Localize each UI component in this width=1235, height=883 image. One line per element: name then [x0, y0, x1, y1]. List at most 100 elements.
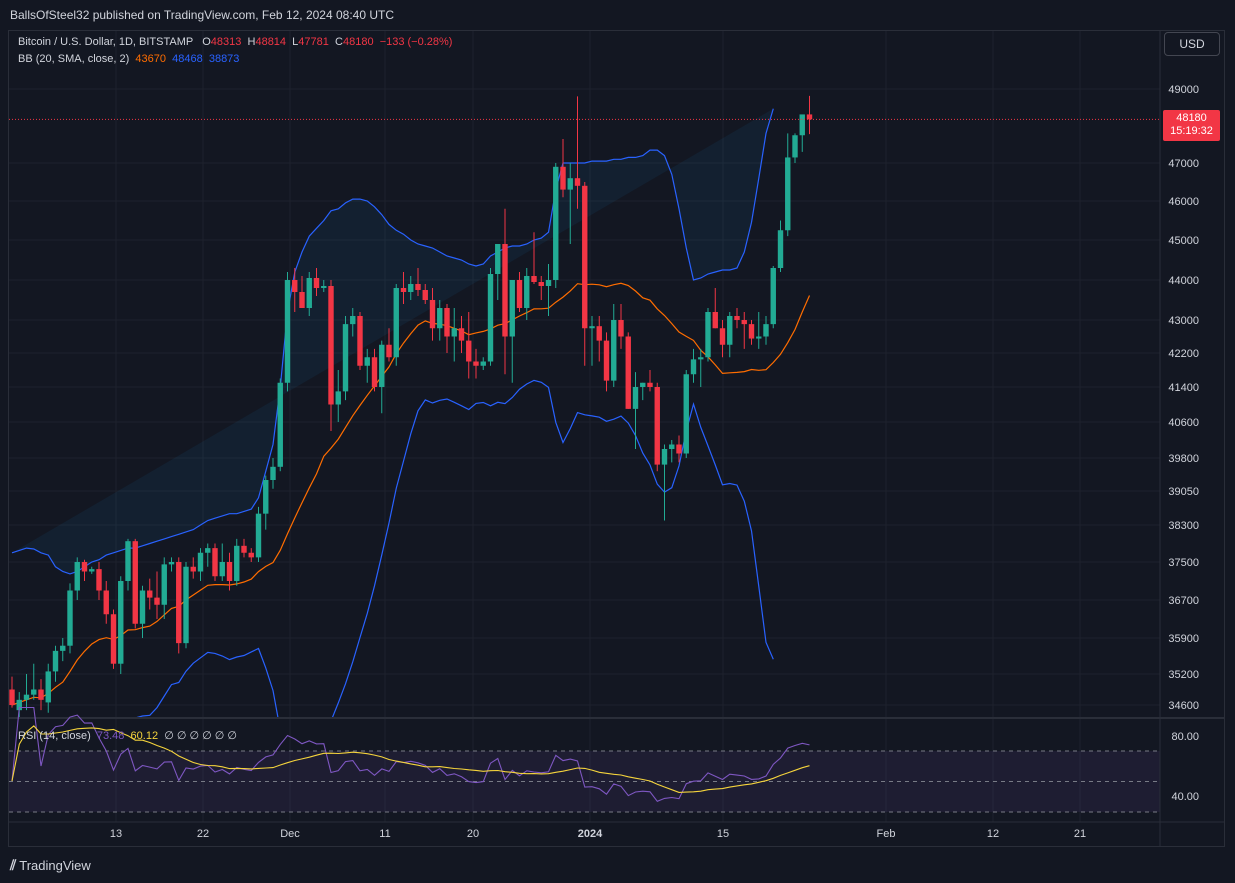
candle-body [777, 230, 784, 268]
rsi-ma-line [11, 725, 810, 793]
close-value: 48180 [342, 36, 374, 48]
candle-body [567, 178, 573, 190]
change-value: −133 (−0.28%) [379, 36, 453, 48]
rsi-band-fill [9, 751, 1160, 812]
open-value: 48313 [210, 36, 242, 48]
candle-body [756, 336, 762, 339]
candle-body [444, 308, 450, 337]
candle-body [473, 361, 479, 366]
bb-label: BB (20, SMA, close, 2) [18, 53, 130, 65]
candle-body [618, 320, 624, 337]
low-value: 47781 [298, 36, 329, 48]
candle-body [321, 286, 327, 288]
bb-basis-line [11, 282, 811, 706]
candle-body [516, 280, 523, 308]
candle-body [197, 552, 204, 572]
time-axis-label: 15 [717, 828, 729, 840]
candle-body [379, 344, 385, 387]
candle-body [45, 671, 51, 703]
price-axis-label: 43000 [1168, 315, 1199, 327]
price-axis-label: 46000 [1168, 196, 1199, 208]
rsi-axis-label: 40.00 [1171, 791, 1199, 803]
candle-body [154, 597, 160, 605]
price-axis-label: 44000 [1168, 275, 1199, 287]
candle-body [451, 328, 457, 337]
candle-body [364, 357, 370, 366]
price-axis-label: 35200 [1168, 669, 1199, 681]
last-price-tag: 48180 15:19:32 [1163, 110, 1220, 141]
candle-body [299, 292, 305, 308]
candle-body [748, 324, 755, 339]
price-axis-label: 39800 [1168, 453, 1199, 465]
candle-body [292, 280, 298, 292]
candle-body [705, 312, 711, 358]
bb-band-fill [12, 108, 774, 574]
publish-info: BallsOfSteel32 published on TradingView.… [10, 8, 395, 22]
time-axis-label: Dec [280, 828, 300, 840]
candle-body [328, 286, 334, 405]
candle-body [785, 157, 791, 231]
candle-body [335, 391, 341, 405]
candle-body [52, 650, 59, 672]
candle-body [669, 444, 675, 449]
time-axis-label: 11 [379, 828, 390, 840]
bb-upper-value: 48468 [172, 53, 203, 65]
candle-body [400, 288, 407, 292]
candle-body [422, 290, 428, 300]
candle-body [611, 320, 617, 381]
candle-body [306, 278, 312, 308]
rsi-ma-value: 60.12 [130, 730, 159, 742]
candle-body [357, 316, 363, 366]
candle-body [582, 185, 588, 329]
price-axis-label: 37500 [1168, 557, 1199, 569]
footer[interactable]: ⫽ TradingView [10, 857, 91, 874]
candle-body [234, 545, 240, 581]
close-label: C [335, 36, 343, 48]
candle-body [60, 645, 66, 651]
candle-body [74, 562, 80, 591]
publish-bar: BallsOfSteel32 published on TradingView.… [0, 0, 1235, 30]
price-axis-label: 36700 [1168, 595, 1199, 607]
candle-body [763, 324, 769, 337]
candle-body [9, 689, 15, 705]
candle-body [545, 280, 552, 286]
price-axis-label: 38300 [1168, 520, 1199, 532]
footer-brand: TradingView [19, 858, 91, 873]
candle-body [596, 326, 602, 341]
candle-body [371, 357, 378, 387]
chart-frame[interactable] [8, 30, 1225, 847]
candle-body [219, 562, 225, 577]
currency-button[interactable]: USD [1164, 32, 1220, 56]
candle-body [16, 699, 22, 711]
candle-body [458, 328, 465, 341]
candle-body [96, 569, 102, 591]
candle-body [23, 694, 30, 700]
candle-body [212, 548, 218, 577]
rsi-line [11, 706, 810, 802]
candle-body [466, 340, 472, 362]
candle-body [415, 284, 421, 290]
candle-body [270, 466, 276, 480]
candle-body [712, 312, 718, 329]
bb-legend[interactable]: BB (20, SMA, close, 2) 43670 48468 38873 [18, 53, 239, 65]
candle-body [255, 513, 262, 558]
candle-body [89, 569, 95, 572]
candle-body [190, 566, 196, 572]
bb-upper-line [11, 108, 774, 575]
candle-body [661, 449, 668, 465]
rsi-legend[interactable]: RSI (14, close) 73.48 60.12 ∅ ∅ ∅ ∅ ∅ ∅ [18, 729, 237, 742]
bb-lower-line [128, 379, 774, 718]
candle-body [727, 316, 733, 345]
price-axis-label: 34600 [1168, 700, 1199, 712]
price-axis-label: 49000 [1168, 84, 1199, 96]
symbol-legend[interactable]: Bitcoin / U.S. Dollar, 1D, BITSTAMP O483… [18, 36, 452, 48]
candle-body [589, 326, 595, 329]
price-axis-label: 41400 [1168, 382, 1199, 394]
candle-body [139, 590, 146, 624]
candle-body [168, 562, 175, 565]
bar-countdown: 15:19:32 [1170, 125, 1213, 137]
candle-body [676, 444, 682, 454]
candle-body [640, 382, 646, 387]
candle-body [625, 336, 631, 409]
